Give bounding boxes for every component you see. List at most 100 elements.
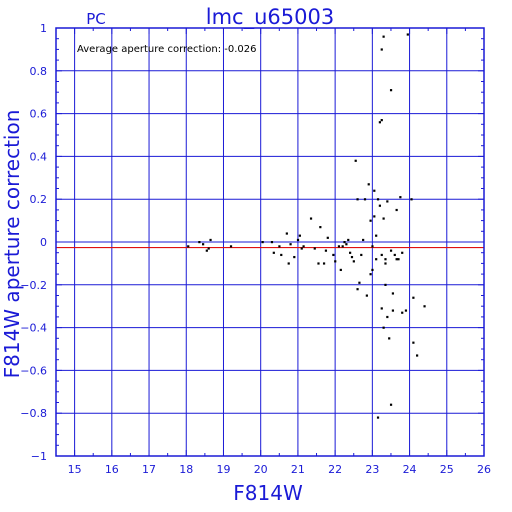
corner-label: PC <box>86 10 106 28</box>
data-point <box>317 262 320 265</box>
data-point <box>332 253 335 257</box>
data-point <box>326 236 329 239</box>
y-tick-label: 1 <box>40 22 47 35</box>
data-point <box>350 255 354 259</box>
y-tick-label: 0.6 <box>30 108 48 121</box>
data-point <box>302 245 305 248</box>
data-point <box>423 305 426 308</box>
y-tick-label: 0.2 <box>30 193 48 206</box>
data-point <box>382 35 385 38</box>
x-tick-label: 22 <box>328 463 342 476</box>
data-point <box>416 354 419 357</box>
data-point <box>337 245 341 248</box>
data-point <box>343 241 346 244</box>
data-point <box>365 294 368 297</box>
data-point <box>410 198 413 201</box>
data-point <box>205 249 208 252</box>
data-point <box>399 196 402 199</box>
data-point <box>388 337 391 340</box>
data-point <box>334 260 337 263</box>
plot-frame <box>55 27 485 457</box>
data-point <box>289 243 292 246</box>
data-point <box>406 33 409 36</box>
data-point <box>389 89 393 92</box>
data-point <box>401 251 404 254</box>
data-point <box>352 260 355 263</box>
data-point <box>389 403 393 406</box>
data-point <box>395 208 398 212</box>
data-point <box>207 247 210 250</box>
data-point <box>261 241 264 244</box>
x-tick-label: 17 <box>142 463 156 476</box>
x-tick-label: 19 <box>216 463 230 476</box>
data-point <box>363 198 367 201</box>
data-point <box>380 307 383 310</box>
data-point <box>371 245 374 248</box>
y-tick-label: 0 <box>40 236 47 249</box>
data-point <box>356 198 359 201</box>
data-point <box>380 253 383 257</box>
x-tick-label: 21 <box>291 463 305 476</box>
data-point <box>393 253 396 257</box>
average-annotation: Average aperture correction: -0.026 <box>77 44 257 55</box>
data-point <box>362 238 365 242</box>
data-point <box>371 268 374 272</box>
data-point <box>322 262 326 265</box>
x-tick-label: 20 <box>254 463 268 476</box>
x-tick-labels: 15 16 17 18 19 20 21 22 23 24 25 26 <box>68 463 491 476</box>
data-point <box>391 292 395 295</box>
data-point <box>373 215 376 218</box>
data-point <box>280 253 283 257</box>
data-point <box>384 262 387 265</box>
data-point <box>412 296 415 299</box>
data-point <box>272 251 275 254</box>
data-point <box>278 245 281 248</box>
data-point <box>401 311 404 314</box>
data-point <box>380 119 383 122</box>
data-point <box>382 217 385 220</box>
data-point <box>378 204 381 207</box>
data-point <box>198 241 201 244</box>
data-point <box>293 255 296 259</box>
data-point <box>319 226 322 229</box>
chart-title: lmc_u65003 <box>206 5 334 30</box>
data-point <box>202 243 205 246</box>
data-point <box>209 238 212 242</box>
x-tick-label: 18 <box>179 463 193 476</box>
y-tick-label: 0.4 <box>30 150 48 163</box>
data-point <box>397 258 400 261</box>
data-point <box>345 243 348 246</box>
y-tick-label: −0.8 <box>20 407 47 420</box>
data-point <box>298 234 301 237</box>
y-tick-label: −0.2 <box>20 279 47 292</box>
data-point <box>386 315 389 319</box>
data-point <box>349 251 352 254</box>
data-point <box>373 189 376 192</box>
data-point <box>382 326 385 329</box>
x-axis-label: F814W <box>233 481 303 505</box>
data-point <box>287 262 290 265</box>
data-point <box>412 341 415 344</box>
y-tick-labels: −1 −0.8 −0.6 −0.4 −0.2 0 0.2 0.4 0.6 0.8 1 <box>20 22 47 463</box>
data-point <box>378 121 381 124</box>
data-point <box>296 238 300 242</box>
y-tick-label: −1 <box>31 450 47 463</box>
data-point <box>360 253 363 257</box>
y-axis-label: F814W aperture correction <box>0 110 24 379</box>
data-point <box>376 198 380 201</box>
data-point <box>285 232 288 235</box>
data-point <box>375 258 378 261</box>
data-point <box>313 247 316 250</box>
x-tick-label: 26 <box>477 463 491 476</box>
data-point <box>395 258 398 261</box>
data-point <box>376 416 380 419</box>
data-point <box>354 159 357 162</box>
data-point <box>341 245 344 248</box>
x-tick-label: 15 <box>68 463 82 476</box>
data-point <box>229 245 233 248</box>
data-point <box>339 268 342 272</box>
data-point <box>369 273 372 276</box>
data-point <box>384 283 387 286</box>
data-point <box>324 249 328 252</box>
